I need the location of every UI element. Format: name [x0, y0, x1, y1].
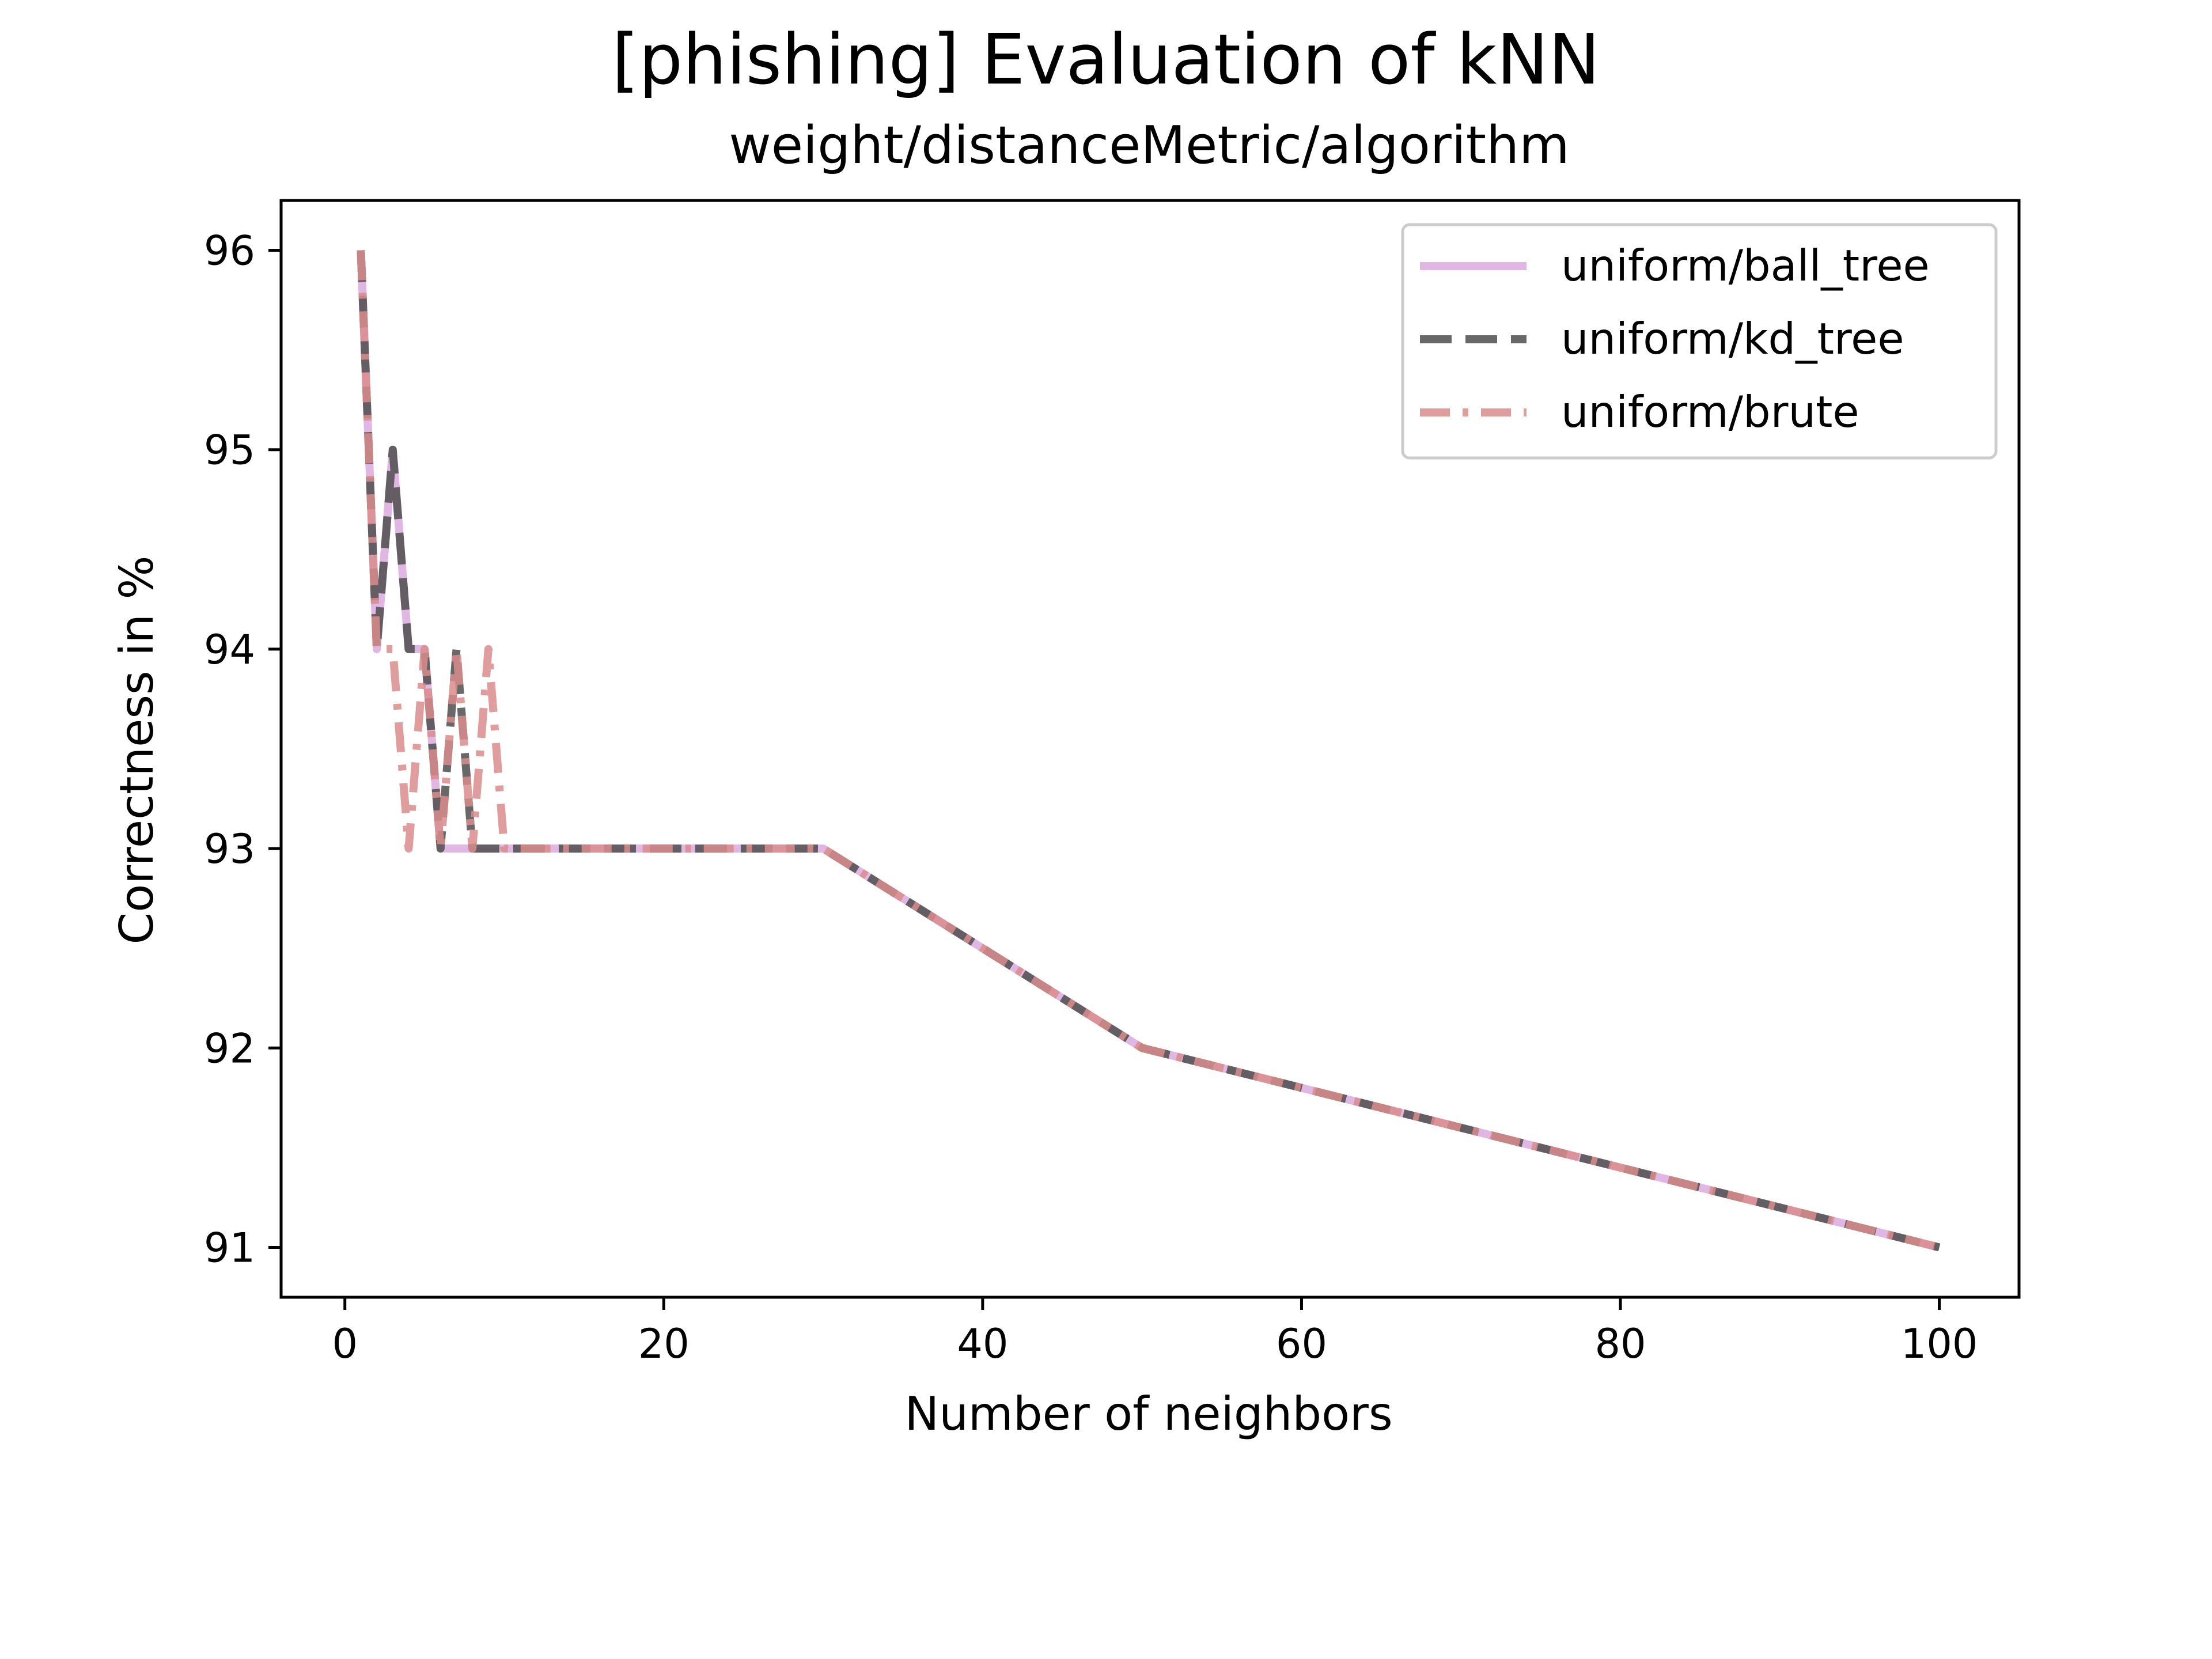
- series-line-3: [357, 250, 1941, 1252]
- x-tick-label: 60: [1276, 1320, 1327, 1368]
- legend-label-1: uniform/ball_tree: [1561, 240, 1930, 291]
- chart-subtitle: weight/distanceMetric/algorithm: [729, 115, 1570, 176]
- x-tick-label: 100: [1901, 1320, 1978, 1368]
- axes: 0 20 40 60 80 100 91 92 93 94 95 96: [204, 199, 2021, 1368]
- y-tick-label: 92: [204, 1025, 255, 1072]
- x-axis-label: Number of neighbors: [904, 1387, 1392, 1441]
- y-tick-label: 96: [204, 228, 255, 275]
- y-tick-label: 95: [204, 427, 255, 474]
- y-tick-label: 93: [204, 825, 255, 873]
- legend-box: [1401, 223, 1998, 460]
- chart-title: [phishing] Evaluation of kNN: [612, 20, 1600, 100]
- axes-frame: [279, 199, 2021, 1299]
- y-tick-label: 91: [204, 1224, 255, 1271]
- legend-label-3: uniform/brute: [1561, 387, 1859, 437]
- series-line-2: [357, 250, 1941, 1252]
- x-tick-label: 40: [957, 1320, 1008, 1368]
- y-tick-label: 94: [204, 626, 255, 673]
- x-tick-label: 0: [332, 1320, 358, 1368]
- x-tick-label: 80: [1594, 1320, 1646, 1368]
- plot-area: [357, 250, 1941, 1252]
- legend-label-2: uniform/kd_tree: [1561, 313, 1904, 364]
- x-tick-label: 20: [638, 1320, 690, 1368]
- y-axis-label: Correctness in %: [110, 555, 164, 944]
- legend: uniform/ball_tree uniform/kd_tree uniform/…: [1401, 223, 1998, 460]
